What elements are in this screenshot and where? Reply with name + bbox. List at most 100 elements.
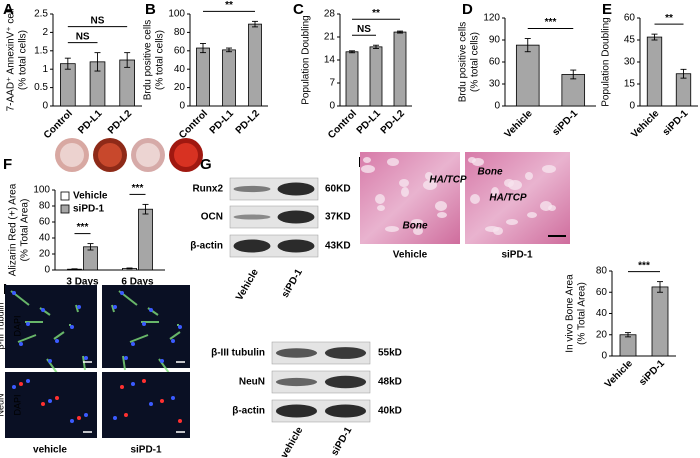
histology-texture (493, 227, 503, 235)
panel-label: F (3, 156, 12, 173)
error-bar (71, 268, 78, 271)
y-tick-label: 80 (596, 266, 608, 277)
histology-texture (506, 219, 518, 225)
bar (646, 36, 663, 107)
fluorescence-nucleus (142, 322, 146, 326)
histology-lane-label: Vehicle (393, 250, 428, 261)
error-bar (252, 20, 258, 28)
legend-swatch (60, 204, 70, 214)
fluorescence-nucleus (149, 402, 153, 406)
panel-label: D (462, 1, 473, 18)
y-tick-label: 0.5 (34, 82, 48, 93)
fluorescence-nucleus (41, 308, 45, 312)
error-bar (397, 30, 403, 34)
blot-band (277, 239, 315, 253)
fluorescence-nucleus (84, 413, 88, 417)
fluorescence-nucleus (160, 359, 164, 363)
significance-label: ** (225, 0, 233, 11)
fluorescence-nucleus (142, 379, 146, 383)
histology-texture (401, 187, 409, 197)
fluorescence-fiber (169, 331, 181, 340)
histology-annotation: HA/TCP (489, 193, 527, 204)
histology-texture (527, 212, 537, 218)
fluorescence-nucleus (171, 396, 175, 400)
fluorescence-nucleus (77, 416, 81, 420)
y-tick-label: 0 (42, 101, 48, 112)
bar (369, 46, 383, 107)
blot-band (233, 214, 271, 220)
y-tick-label: 0 (44, 265, 50, 276)
fluorescence-nucleus (77, 305, 81, 309)
fluorescence-nucleus (113, 416, 117, 420)
histology-texture (470, 194, 480, 204)
y-tick-label: 40 (39, 233, 51, 244)
blot-band (275, 377, 318, 387)
culture-dish-center (98, 143, 122, 167)
y-tick-label: 1.5 (34, 45, 48, 56)
y-axis-label: In vivo Bone Area (565, 274, 576, 353)
fluorescence-nucleus (124, 356, 128, 360)
fluorescence-nucleus (149, 308, 153, 312)
panel-label: A (3, 1, 14, 18)
y-axis-label: Alizarin Red (+) Area (8, 183, 19, 276)
fluorescence-fiber (17, 334, 37, 343)
y-axis-label: Brdu positive cells (143, 20, 154, 101)
fluorescence-nucleus (70, 325, 74, 329)
x-tick-label: Vehicle (503, 108, 535, 140)
histology-annotation: HA/TCP (429, 175, 467, 186)
x-tick-label: Control (326, 108, 359, 141)
histology-texture (375, 194, 385, 204)
histology-texture (411, 219, 423, 225)
histology-texture (385, 226, 399, 232)
blot-band (277, 182, 315, 196)
y-axis-label: (% total cells) (18, 30, 29, 90)
bar (222, 49, 236, 107)
fluorescence-nucleus (41, 402, 45, 406)
error-bar (124, 52, 131, 68)
fluorescence-nucleus (26, 322, 30, 326)
bar (196, 47, 210, 107)
panel-label: G (200, 156, 212, 173)
blot-size-label: 43KD (325, 241, 351, 252)
y-tick-label: 30 (489, 79, 501, 90)
blot-size-label: 48kD (378, 377, 402, 388)
blot-band (277, 210, 315, 224)
blot-row-label: β-actin (190, 241, 223, 252)
histology-texture (377, 205, 385, 211)
fluorescence-nucleus (131, 342, 135, 346)
y-axis-label: Brdu positive cells (458, 22, 469, 103)
y-tick-label: 80 (174, 27, 186, 38)
y-tick-label: 20 (174, 82, 186, 93)
blot-lane-label: Vehicle (234, 267, 261, 303)
fluorescence-fiber (53, 331, 65, 340)
fluorescence-image (102, 372, 190, 438)
blot-band (324, 347, 367, 359)
error-bar (651, 33, 658, 41)
y-tick-label: 0 (179, 101, 185, 112)
blot-band (324, 375, 367, 389)
fluorescence-nucleus (120, 385, 124, 389)
bar (138, 208, 153, 271)
error-bar (64, 57, 71, 70)
fluorescence-image (102, 285, 190, 368)
fluorescence-fiber (82, 355, 86, 371)
blot-row-label: β-actin (232, 406, 265, 417)
significance-label: *** (77, 222, 89, 233)
y-axis-label: (% total cells) (470, 32, 481, 92)
error-bar (524, 38, 531, 53)
significance-label: *** (132, 183, 144, 194)
error-bar (126, 267, 133, 270)
bar (345, 51, 359, 107)
significance-label: *** (545, 17, 557, 28)
y-tick-label: 100 (168, 9, 185, 20)
y-tick-label: 30 (624, 57, 636, 68)
histology-texture (435, 201, 447, 211)
blot-band (233, 239, 271, 253)
fluorescence-nucleus (55, 396, 59, 400)
x-tick-label: PD-L2 (234, 108, 263, 137)
fluorescence-nucleus (120, 291, 124, 295)
fluorescence-nucleus (113, 305, 117, 309)
bar (248, 23, 262, 107)
error-bar (142, 203, 149, 215)
